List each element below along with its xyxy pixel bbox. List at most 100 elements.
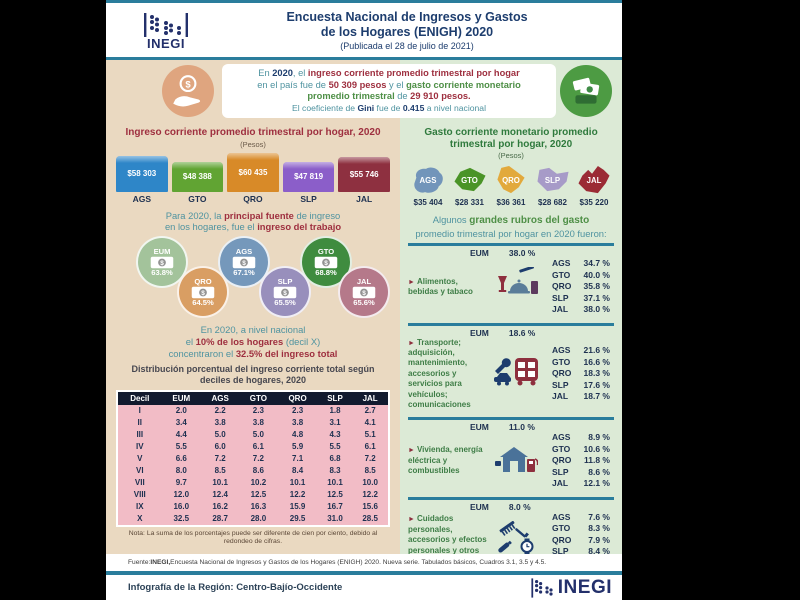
text: 10% de los hogares <box>195 335 284 347</box>
svg-text:$: $ <box>362 289 366 296</box>
money-bill-icon: $ <box>150 256 174 268</box>
bar-group-qro: $60 435 QRO <box>227 152 279 204</box>
inegi-logo-dots-icon <box>144 13 188 37</box>
title-line1: Encuesta Nacional de Ingresos y Gastos <box>286 9 528 24</box>
table-cell: 16.7 <box>317 500 353 513</box>
state-row: GTO 8.3 % <box>542 523 614 534</box>
circle-state: EUM <box>153 246 171 256</box>
banner-line1: En 2020, el ingreso corriente promedio t… <box>222 68 556 80</box>
table-cell: 2.7 <box>352 404 389 417</box>
state-row: QRO 11.8 % <box>542 455 614 466</box>
state-pct: 11.8 % <box>584 455 610 466</box>
table-row: VII 9.7 10.1 10.2 10.1 10.1 10.0 <box>117 476 389 489</box>
state-code: SLP <box>552 292 569 303</box>
table-cell: 8.0 <box>161 464 201 477</box>
state-code: GTO <box>552 443 571 454</box>
state-pct: 16.6 % <box>583 356 610 367</box>
decile-concentration-text: En 2020, a nivel nacional el 10% de los … <box>116 324 390 359</box>
table-cell: 4.8 <box>277 428 318 441</box>
category-transport: EUM 18.6 % ► Transporte; adquisición, mant… <box>408 322 614 414</box>
table-cell: 12.4 <box>200 488 240 501</box>
table-cell: 10.1 <box>277 476 318 489</box>
state-row: AGS 34.7 % <box>542 258 614 269</box>
state-value: $28 682 <box>538 198 567 207</box>
banner-text-box: En 2020, el ingreso corriente promedio t… <box>222 64 556 118</box>
table-cell: 16.2 <box>200 500 240 513</box>
table-row: I 2.0 2.2 2.3 2.3 1.8 2.7 <box>117 404 389 417</box>
text: 29 910 pesos. <box>410 91 471 102</box>
personal-care-icon <box>490 520 542 560</box>
table-cell: 8.5 <box>352 464 389 477</box>
category-state-values: AGS 21.6 % GTO 16.6 % QRO 18.3 % SLP 17.6 % … <box>542 345 614 402</box>
category-body: ► Vivienda, energía eléctrica y combustib… <box>408 432 614 489</box>
table-row: VIII 12.0 12.4 12.5 12.2 12.5 12.2 <box>117 488 389 501</box>
state-row: JAL 38.0 % <box>542 304 614 315</box>
bar-value: $55 746 <box>349 169 379 179</box>
money-bills-icon <box>560 65 612 117</box>
circle-pct: 67.1% <box>233 267 255 277</box>
text: ingreso del trabajo <box>257 221 342 233</box>
bar-label: JAL <box>356 193 373 204</box>
bar-group-gto: $48 388 GTO <box>171 153 224 204</box>
table-row: III 4.4 5.0 5.0 4.8 4.3 5.1 <box>117 428 389 441</box>
state-map-icon: JAL <box>574 164 614 197</box>
table-cell: 3.8 <box>200 416 240 429</box>
published-date: (Publicada el 28 de julio de 2021) <box>340 40 474 51</box>
state-pct: 38.0 % <box>583 304 610 315</box>
table-cell: 6.1 <box>352 440 389 453</box>
state-code: AGS <box>552 511 571 522</box>
state-pct: 7.6 % <box>588 511 610 522</box>
expense-title: Gasto corriente monetario promedio trime… <box>424 127 598 150</box>
state-code: JAL <box>552 478 569 489</box>
table-cell: 5.0 <box>239 428 278 441</box>
eum-label: EUM <box>470 327 489 338</box>
text: Para 2020, la <box>165 209 225 221</box>
svg-text:$: $ <box>160 259 164 266</box>
col-header: Decil <box>117 390 162 405</box>
text: a nivel nacional <box>424 103 486 114</box>
state-code: JAL <box>552 391 569 402</box>
eum-label: EUM <box>470 248 489 259</box>
state-code: JAL <box>586 176 602 185</box>
inegi-footer-logo: INEGI <box>531 577 612 598</box>
text: en el país fue de <box>257 79 329 90</box>
map-ags: AGS $35 404 <box>408 164 448 207</box>
state-code: QRO <box>552 281 572 292</box>
text: 50 309 pesos <box>328 79 387 90</box>
text: Transporte; adquisición, mantenimiento, … <box>408 337 471 409</box>
col-header: SLP <box>317 390 353 405</box>
text: principal fuente <box>224 209 294 221</box>
state-row: AGS 8.9 % <box>542 432 614 443</box>
table-row: V 6.6 7.2 7.2 7.1 6.8 7.2 <box>117 452 389 465</box>
state-code: QRO <box>502 176 520 185</box>
table-cell: 6.6 <box>161 452 201 465</box>
text: INEGI, <box>150 559 171 566</box>
housing-energy-icon <box>490 443 542 480</box>
income-bar-chart: $58 303 AGS $48 388 GTO $60 435 QRO $47 … <box>116 152 390 204</box>
bar-ags: $58 303 <box>116 155 168 192</box>
table-cell: 5.5 <box>161 440 201 453</box>
state-pct: 40.0 % <box>583 269 610 280</box>
circle-slp: SLP $ 65.5% <box>259 266 311 318</box>
work-income-circles: EUM $ 63.8% AGS $ 67.1% GTO $ 68.8% QRO … <box>116 236 390 320</box>
table-row: II 3.4 3.8 3.8 3.8 3.1 4.1 <box>117 416 389 429</box>
category-body: ► Alimentos, bebidas y tabaco AGS 34.7 % G… <box>408 258 614 315</box>
category-label: ► Vivienda, energía eléctrica y combustib… <box>408 445 490 476</box>
circle-ags: AGS $ 67.1% <box>218 236 270 288</box>
text: Encuesta Nacional de Ingresos y Gastos d… <box>170 559 547 566</box>
circle-qro: QRO $ 64.5% <box>177 266 229 318</box>
text: concentraron el <box>168 347 236 359</box>
state-pct: 7.9 % <box>588 534 610 545</box>
expense-panel: Gasto corriente monetario promedio trime… <box>400 122 622 577</box>
col-header: GTO <box>239 390 278 405</box>
table-cell: 28.5 <box>352 512 389 526</box>
table-cell: 1.8 <box>317 404 353 417</box>
state-pct: 12.1 % <box>583 478 610 489</box>
table-cell: 12.5 <box>239 488 278 501</box>
table-cell: I <box>117 404 162 417</box>
bar-value: $47 819 <box>294 172 324 181</box>
state-pct: 34.7 % <box>583 258 610 269</box>
table-cell: 7.2 <box>200 452 240 465</box>
state-pct: 8.6 % <box>588 466 610 477</box>
